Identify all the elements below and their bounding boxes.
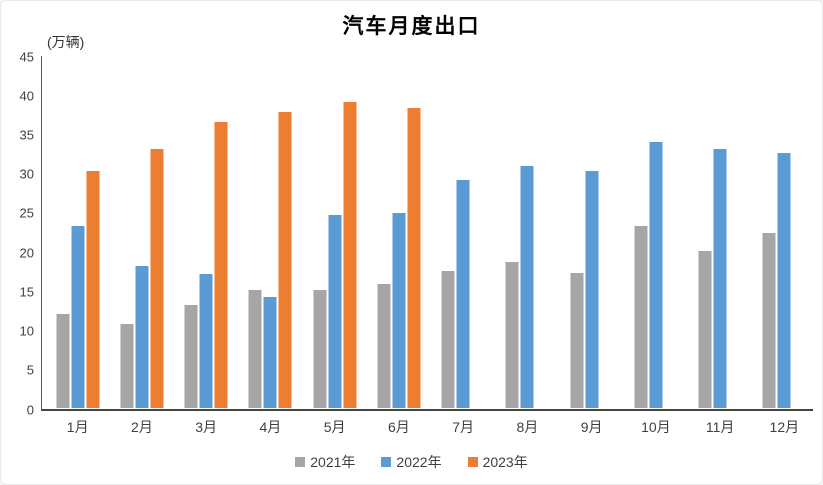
bar-2021年-1月 (56, 314, 70, 408)
bar-2021年-10月 (634, 226, 648, 408)
bar-2021年-2月 (120, 324, 134, 408)
bar-2021年-11月 (698, 251, 712, 408)
bar-2022年-5月 (328, 215, 342, 408)
bar-2023年-4月 (278, 111, 292, 408)
bar-2022年-8月 (520, 165, 534, 408)
bar-2022年-4月 (263, 296, 277, 408)
y-tick-0: 0 (26, 402, 34, 417)
y-tick-30: 30 (19, 166, 34, 182)
bar-group-11月 (698, 148, 742, 408)
bar-group-1月 (56, 170, 100, 408)
legend-swatch-2021年 (295, 457, 306, 467)
bar-2021年-4月 (248, 289, 262, 408)
x-label-9月: 9月 (580, 419, 603, 435)
y-tick-5: 5 (26, 362, 34, 378)
y-tick-25: 25 (19, 205, 34, 221)
x-label-6月: 6月 (387, 419, 410, 435)
bar-2021年-9月 (570, 272, 584, 408)
bar-group-10月 (634, 141, 677, 408)
bar-2023年-1月 (86, 170, 100, 408)
y-axis-unit-label: (万辆) (47, 34, 85, 50)
legend-label-2023年: 2023年 (482, 454, 528, 470)
bar-2021年-5月 (313, 289, 327, 408)
x-label-8月: 8月 (516, 419, 539, 435)
bar-group-2月 (120, 148, 164, 408)
x-label-12月: 12月 (769, 419, 800, 435)
plot-area (41, 56, 813, 411)
y-tick-40: 40 (19, 88, 34, 104)
x-label-4月: 4月 (259, 419, 282, 435)
bar-2021年-6月 (377, 283, 391, 408)
x-label-1月: 1月 (66, 419, 89, 435)
bar-2021年-3月 (184, 304, 198, 408)
legend-item-2021年: 2021年 (295, 452, 355, 472)
bar-2023年-5月 (343, 102, 357, 408)
bar-2022年-11月 (713, 148, 727, 408)
bar-2021年-12月 (762, 232, 776, 408)
x-label-11月: 11月 (705, 419, 735, 435)
legend: 2021年 2022年 2023年 (1, 452, 822, 472)
bar-2021年-8月 (505, 261, 519, 408)
bar-group-8月 (505, 165, 549, 408)
bar-2022年-6月 (392, 212, 406, 408)
x-label-2月: 2月 (131, 419, 153, 435)
legend-item-2022年: 2022年 (381, 452, 442, 472)
bar-2022年-9月 (585, 170, 599, 408)
y-tick-15: 15 (19, 284, 34, 300)
legend-label-2022年: 2022年 (396, 454, 442, 470)
bar-group-7月 (441, 180, 485, 408)
y-tick-35: 35 (19, 127, 34, 143)
y-tick-45: 45 (19, 49, 34, 64)
bar-2023年-6月 (407, 107, 421, 408)
bar-2022年-7月 (456, 180, 470, 408)
bar-2022年-3月 (199, 274, 213, 408)
legend-item-2023年: 2023年 (467, 452, 528, 472)
x-label-5月: 5月 (323, 419, 346, 435)
chart-title: 汽车月度出口 (342, 13, 481, 38)
legend-swatch-2023年 (467, 457, 478, 467)
bar-group-6月 (377, 107, 421, 408)
bar-2023年-3月 (214, 121, 228, 408)
bar-group-5月 (313, 102, 357, 408)
x-label-10月: 10月 (641, 419, 671, 435)
bar-group-4月 (248, 111, 292, 408)
legend-swatch-2022年 (381, 457, 392, 467)
x-label-3月: 3月 (195, 419, 218, 435)
bar-2021年-7月 (441, 271, 455, 408)
bar-2022年-10月 (649, 141, 663, 408)
y-tick-20: 20 (19, 245, 34, 261)
bar-2022年-1月 (71, 226, 85, 408)
bar-group-9月 (570, 170, 613, 408)
bar-2022年-12月 (777, 152, 791, 408)
y-tick-10: 10 (19, 323, 34, 339)
bar-2023年-2月 (150, 148, 164, 408)
bar-group-12月 (762, 152, 806, 408)
bar-2022年-2月 (135, 266, 149, 408)
bar-group-3月 (184, 121, 228, 408)
legend-label-2021年: 2021年 (310, 454, 356, 470)
x-label-7月: 7月 (452, 419, 475, 435)
